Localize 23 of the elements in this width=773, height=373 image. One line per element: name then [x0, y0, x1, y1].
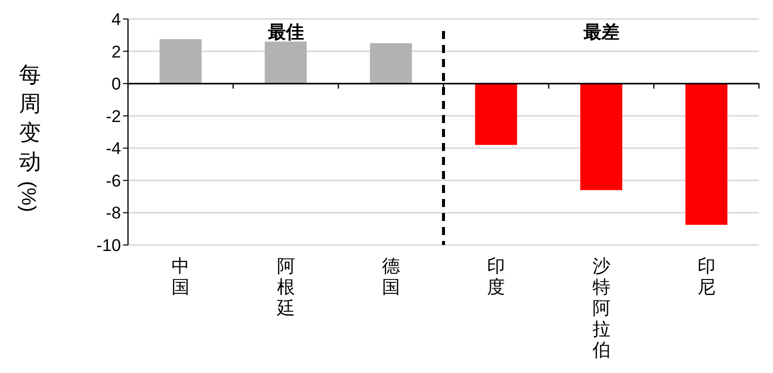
- y-tick-label: -8: [106, 204, 121, 223]
- y-axis-title: 每周变动(%): [17, 62, 41, 212]
- y-tick-label: 2: [112, 42, 121, 62]
- x-tick-label: 中国: [172, 256, 190, 297]
- bar: [475, 84, 518, 145]
- y-tick-label: -4: [106, 139, 121, 158]
- bar: [370, 43, 412, 84]
- y-tick-label: -2: [106, 106, 121, 126]
- y-tick-label: -6: [106, 171, 121, 190]
- x-tick-label: 沙特阿拉伯: [591, 256, 610, 360]
- x-tick-label: 德国: [382, 256, 400, 297]
- y-tick-label: -10: [96, 236, 121, 255]
- annotation: 最差: [582, 22, 620, 42]
- annotation: 最佳: [266, 22, 304, 42]
- bar: [264, 42, 307, 84]
- y-tick-label: 4: [112, 10, 121, 29]
- x-tick-label: 印度: [487, 256, 506, 297]
- bar: [685, 84, 728, 225]
- x-tick-label: 阿根廷: [276, 256, 295, 318]
- y-tick-label: 0: [112, 74, 121, 94]
- x-tick-label: 印尼: [697, 256, 716, 297]
- bar: [580, 84, 622, 190]
- bar: [160, 39, 202, 84]
